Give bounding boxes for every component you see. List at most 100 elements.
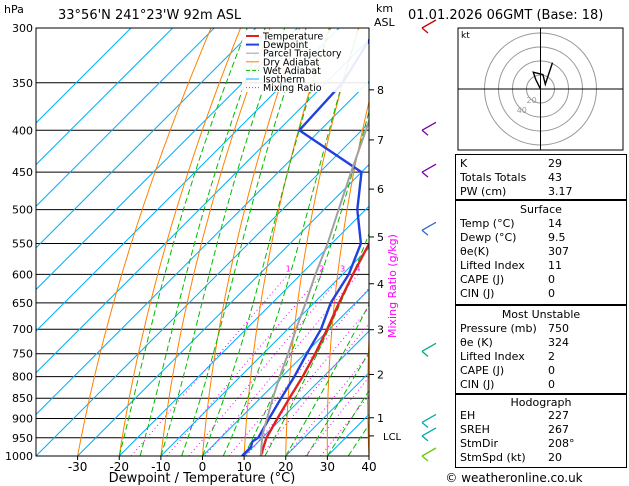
wind-barb [421,342,437,352]
mu-row: Pressure (mb) 750 [460,322,569,335]
hodograph-trace [532,62,554,90]
hodo-row: SREH 267 [460,423,569,436]
km-tick-label: 8 [377,84,384,97]
x-tick-label: 30 [320,460,335,474]
surface-row: CIN (J) 0 [460,287,555,300]
lcl-label: LCL [383,432,402,443]
isotherm [160,247,369,456]
wet-adiabat [181,28,307,456]
stats-panel-hodograph: Hodograph EH 227 SREH 267 StmDir 208° StmSp… [455,394,627,468]
km-tick-label: 1 [377,412,384,425]
hodo-row: EH 227 [460,409,569,422]
pressure-tick-label: 550 [12,237,33,250]
legend-label: Wet Adiabat [263,66,321,77]
legend-label: Dewpoint [263,40,308,51]
pressure-tick-label: 300 [12,22,33,35]
surface-row: Dewp (°C) 9.5 [460,231,566,244]
dry-adiabat [285,28,360,456]
mixing-ratio-label: 6 [378,264,383,273]
mu-row: Lifted Index 2 [460,350,555,363]
hodograph-ring-label: 40 [517,106,527,115]
mixing-ratio-label: 2 [319,264,324,273]
isotherm [202,288,369,456]
wet-adiabat [202,28,331,456]
isotherm [77,163,369,456]
stats-panel-surface: Surface Temp (°C) 14 Dewp (°C) 9.5 θe(K) 30… [455,200,627,305]
mixing-ratio-label: 3 [340,264,345,273]
pressure-tick-label: 600 [12,268,33,281]
stat-row-k: K 29 [460,157,562,170]
legend-label: Dry Adiabat [263,57,320,68]
stats-panel-most-unstable: Most Unstable Pressure (mb) 750 θe (K) 324… [455,305,627,394]
km-tick-label: 4 [377,278,384,291]
surface-row: Temp (°C) 14 [460,217,562,230]
datetime-title: 01.01.2026 06GMT (Base: 18) [408,8,603,23]
wind-barb [421,19,437,29]
pressure-tick-label: 400 [12,124,33,137]
hpa-label: hPa [4,3,24,16]
wet-adiabat [264,232,369,456]
isotherm [36,28,298,291]
hodograph-unit-label: kt [461,31,470,41]
pressure-tick-label: 950 [12,432,33,445]
asl-label: ASL [374,16,396,29]
wind-barbs [421,19,437,462]
mu-row: CAPE (J) 0 [460,364,555,377]
mixing-ratio-line [166,274,323,456]
mixing-ratio-label: 1 [286,264,291,273]
wind-barb [421,27,429,34]
legend-label: Mixing Ratio [263,83,322,94]
legend-label: Isotherm [263,75,305,86]
pressure-tick-label: 850 [12,392,33,405]
x-tick-label: 10 [236,460,251,474]
surface-title: Surface [520,203,562,216]
mixing-ratio-axis-label: Mixing Ratio (g/kg) [386,234,399,338]
wet-adiabat [243,109,369,456]
wind-barb [421,421,429,428]
surface-row: θe(K) 307 [460,245,569,258]
mixing-ratio-label: 10 [405,264,415,273]
isotherm [36,122,369,456]
km-tick-label: 7 [377,134,384,147]
wind-barb [421,121,437,131]
wet-adiabat [118,28,248,456]
dry-adiabat [77,28,212,456]
isotherm [36,28,132,124]
wind-barb [421,455,429,462]
isotherm [118,205,369,456]
dewpoint-line [241,37,369,456]
km-tick-label: 6 [377,183,384,196]
location-title: 33°56'N 241°23'W 92m ASL [58,8,242,23]
dry-adiabat [243,28,330,456]
pressure-tick-label: 500 [12,204,33,217]
pressure-tick-label: 350 [12,77,33,90]
parcel-trajectory-line [259,118,369,456]
surface-row: Lifted Index 11 [460,259,562,272]
km-tick-label: 5 [377,231,384,244]
plot-axes: 3003504004505005506006507007508008509009… [5,22,402,474]
dry-adiabat [160,28,271,456]
km-label: km [376,2,393,15]
x-tick-label: -30 [68,460,88,474]
x-tick-label: -10 [151,460,171,474]
wind-barb [421,350,429,357]
pressure-tick-label: 800 [12,371,33,384]
isotherm [36,28,340,332]
dry-adiabat [407,28,447,456]
pressure-tick-label: 650 [12,297,33,310]
dry-adiabat [202,28,301,456]
wind-barb [421,435,429,442]
pressure-tick-label: 450 [12,166,33,179]
hodograph-title: Hodograph [510,396,572,409]
isotherm [36,28,215,207]
x-tick-label: 20 [278,460,293,474]
x-tick-label: -20 [109,460,129,474]
isotherm [36,28,173,166]
plot-series [241,37,369,456]
legend-background [242,30,368,92]
dry-adiabat [118,28,242,456]
wind-barb [421,413,437,424]
